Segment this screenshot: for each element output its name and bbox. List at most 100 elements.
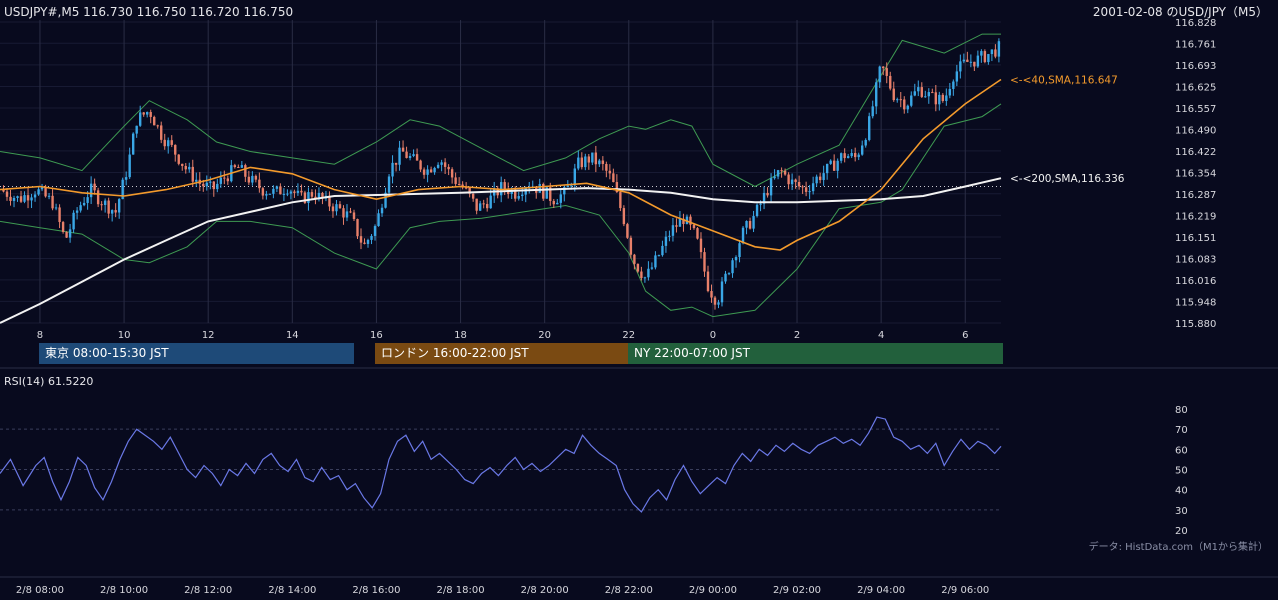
session-new-york: NY 22:00-07:00 JST [628,343,1003,364]
candle-body [114,210,117,213]
candle-body [650,267,654,269]
candle-body [850,153,853,157]
candle-body [734,257,738,261]
price-tick-label: 115.880 [1175,319,1216,330]
candle-body [931,92,934,94]
candle-body [570,185,573,187]
candle-body [720,281,724,303]
candle-body [514,189,517,199]
price-tick-label: 116.287 [1175,190,1216,201]
candle-body [703,252,706,272]
candle-body [212,181,215,190]
sma-200-annotation: <-<200,SMA,116.336 [1010,173,1125,185]
candle-body [587,156,591,163]
candle-body [317,192,321,200]
candle-body [65,231,68,238]
candle-body [717,302,720,305]
candle-body [251,175,254,183]
candle-body [671,225,675,236]
candle-body [745,220,748,228]
price-tick-label: 115.948 [1175,297,1216,308]
candle-body [135,125,138,134]
session-new-york-label: NY 22:00-07:00 JST [634,346,750,360]
sma-200-line [0,177,1002,324]
candle-body [146,112,149,115]
candle-body [121,179,124,200]
candle-body [987,54,990,63]
candle-body [401,147,405,152]
candle-body [959,61,962,72]
candle-body [710,291,713,298]
time-tick-label: 12 [202,330,215,341]
rsi-line [0,416,1002,513]
candle-body [896,99,899,101]
price-tick-label: 116.083 [1175,255,1216,266]
candle-body [875,82,878,107]
candle-body [457,183,461,185]
session-tokyo-label: 東京 08:00-15:30 JST [45,346,169,360]
candle-body [608,170,612,174]
candle-body [804,187,808,192]
candle-body [664,236,668,246]
candle-body [636,263,640,272]
candle-body [885,68,888,76]
candle-body [419,160,422,170]
candle-body [538,184,541,193]
time-tick-label: 16 [370,330,383,341]
candle-body [275,186,279,189]
candle-body [584,156,587,168]
bollinger-band-line [0,33,1001,188]
candle-body [598,160,601,165]
candle-body [549,187,552,201]
candle-body [521,194,524,197]
candle-body [33,194,37,198]
candle-body [12,197,16,201]
candle-body [26,195,30,201]
candle-body [303,192,307,203]
rsi-tick-label: 30 [1175,506,1188,517]
candle-body [752,216,755,229]
candle-body [559,194,562,203]
candle-body [96,190,100,205]
candle-body [997,41,1001,57]
candle-body [107,200,110,214]
candle-body [966,59,969,62]
candle-body [857,154,860,158]
candle-body [797,181,801,187]
sma-40-annotation: <-<40,SMA,116.647 [1010,74,1118,86]
symbol-info: USDJPY#,M5 116.730 116.750 116.720 116.7… [4,5,293,19]
candle-body [244,165,247,177]
candle-body [643,277,647,279]
candle-body [103,200,107,206]
candle-body [647,268,650,278]
candle-body [657,255,661,257]
candle-body [433,167,436,173]
candle-body [839,153,843,161]
candle-body [412,154,415,157]
candle-body [247,176,251,183]
price-tick-label: 116.828 [1175,18,1216,29]
candle-body [300,190,303,193]
candle-body [124,177,128,180]
candle-body [436,164,440,168]
candle-body [268,193,272,195]
rsi-time-tick-label: 2/8 18:00 [436,585,484,596]
candle-body [517,196,520,199]
data-source-note: データ: HistData.com（M1から集計） [1089,540,1268,553]
candle-body [794,179,797,182]
candle-body [373,226,377,236]
candle-body [787,174,790,185]
candle-body [223,177,226,179]
candle-body [110,210,114,214]
candle-body [882,66,885,69]
candle-body [727,273,731,275]
candle-body [629,237,633,255]
time-tick-label: 22 [622,330,635,341]
candle-body [422,169,426,175]
candle-body [195,179,198,182]
candle-body [776,170,780,177]
time-tick-label: 14 [286,330,299,341]
candle-body [846,156,850,159]
candle-body [30,197,33,201]
candle-body [475,198,478,211]
